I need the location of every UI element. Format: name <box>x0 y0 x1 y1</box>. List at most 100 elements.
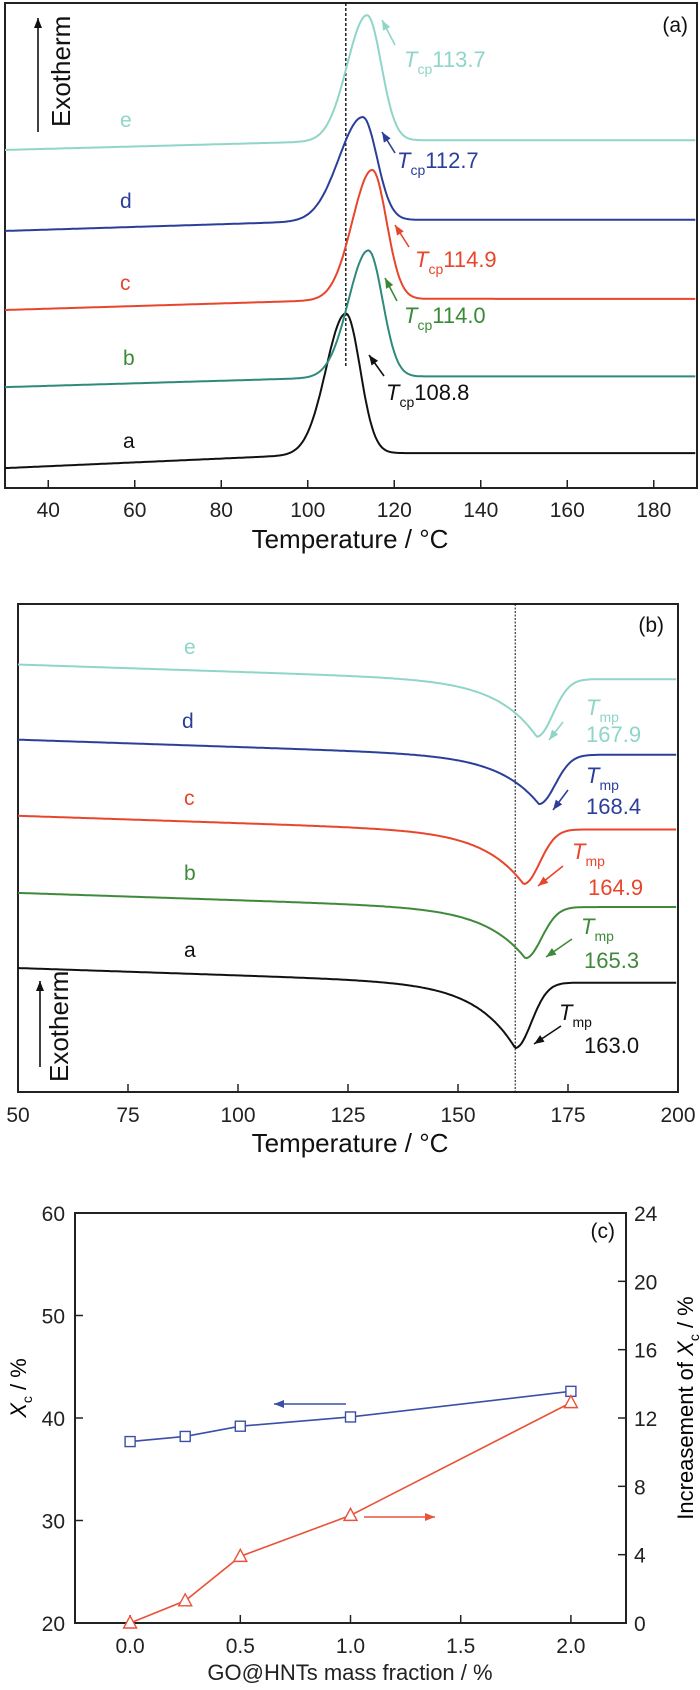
x-tick-label: 0.5 <box>226 1635 255 1658</box>
series-line-a <box>17 967 677 1050</box>
panel-c-crystallinity: 0.0 0.5 1.0 1.5 2.0 20 30 40 50 60 0 4 8 12 16 20 24 GO@H… <box>6 1203 700 1685</box>
y-tick-label-right: 20 <box>634 1271 657 1294</box>
peak-annotation-b-value: 114.0 <box>432 303 485 328</box>
peak-annotation-c-value: 114.9 <box>443 247 496 272</box>
peak-annotation-d-value: 168.4 <box>586 794 641 819</box>
x-tick-label: 150 <box>440 1104 475 1127</box>
sample-label-d: d <box>182 710 194 733</box>
x-axis-title: Temperature / °C <box>252 524 449 554</box>
data-point-square <box>344 1411 357 1423</box>
peak-annotation-e-symbol: T <box>586 695 601 720</box>
series-line-c <box>17 814 677 885</box>
data-point-square <box>179 1430 191 1443</box>
panel-a-dsc-cooling: 40 60 80 100 120 140 160 180 Temperature / °C (a)… <box>4 2 698 554</box>
y-axis-title-subscript: c <box>19 1396 35 1403</box>
x-tick-label: 175 <box>550 1104 585 1127</box>
series-line-e <box>4 14 696 151</box>
peak-annotation-a: Tmp <box>559 1000 592 1030</box>
x-tick-label: 140 <box>463 499 498 522</box>
sample-label-e: e <box>184 636 196 659</box>
peak-annotation-c-subscript: mp <box>585 853 605 869</box>
peak-annotation-a-subscript: cp <box>399 394 414 410</box>
data-point-square <box>234 1420 247 1432</box>
y2-axis-title-symbol: X <box>673 1340 698 1357</box>
x-tick-label: 80 <box>210 499 233 522</box>
series-line-e <box>17 663 677 738</box>
x-tick-label: 200 <box>660 1104 695 1127</box>
peak-annotation-d: Tmp <box>586 763 619 793</box>
x-tick-label: 100 <box>220 1104 255 1127</box>
peak-arrow-e-head <box>549 729 559 740</box>
x-tick-label: 50 <box>6 1104 29 1127</box>
exotherm-label: Exotherm <box>44 971 74 1082</box>
right-axis-indicator-arrow-head <box>425 1513 435 1521</box>
peak-annotation-c-symbol: T <box>572 839 587 864</box>
peak-arrow-b-head <box>385 278 394 289</box>
data-point-square <box>124 1435 136 1448</box>
y-tick-label-left: 40 <box>42 1408 65 1431</box>
peak-annotation-c: Tcp114.9 <box>415 247 497 277</box>
panel-label: (a) <box>662 14 688 37</box>
data-point-triangle <box>122 1614 138 1629</box>
exotherm-arrow-head <box>36 981 44 991</box>
y2-axis-title-prefix: Increasement of <box>673 1356 698 1520</box>
peak-annotation-d-symbol: T <box>586 763 601 788</box>
series-line-b <box>5 249 696 389</box>
exotherm-arrow-head <box>34 18 42 28</box>
y-axis-title-right: Increasement of Xc / % <box>673 1296 700 1519</box>
y-tick-label-right: 12 <box>634 1408 657 1431</box>
x-tick-label: 180 <box>636 499 671 522</box>
y-tick-label-left: 60 <box>42 1203 65 1226</box>
y-tick-label-right: 4 <box>634 1545 646 1568</box>
series-line-a <box>4 312 696 470</box>
x-tick-label: 75 <box>116 1104 139 1127</box>
sample-label-e: e <box>120 109 132 132</box>
peak-annotation-c: Tmp <box>572 839 605 869</box>
peak-annotation-b-subscript: mp <box>594 928 614 944</box>
peak-annotation-e-subscript: mp <box>599 709 619 725</box>
peak-annotation-b-symbol: T <box>404 303 419 328</box>
peak-annotation-e-subscript: cp <box>417 61 432 77</box>
peak-annotation-e-symbol: T <box>404 47 419 72</box>
y2-axis-title-unit: / % <box>673 1296 698 1334</box>
x-axis-title: GO@HNTs mass fraction / % <box>207 1660 492 1685</box>
peak-arrow-d-head <box>382 132 391 143</box>
peak-annotation-b: Tmp <box>581 914 614 944</box>
peak-annotation-d-value: 112.7 <box>425 148 478 173</box>
sample-label-b: b <box>184 862 196 885</box>
data-point-triangle <box>232 1547 248 1563</box>
sample-label-c: c <box>120 272 131 295</box>
peak-annotation-c-symbol: T <box>415 247 430 272</box>
x-tick-label: 2.0 <box>556 1635 585 1658</box>
y-axis-title-unit: / % <box>6 1358 31 1396</box>
y-tick-label-right: 0 <box>634 1613 646 1636</box>
y-tick-label-right: 8 <box>634 1476 646 1499</box>
peak-annotation-e-value: 167.9 <box>586 722 641 747</box>
y-axis-title-left: Xc / % <box>6 1358 35 1419</box>
y-axis-title-symbol: X <box>6 1402 31 1419</box>
series-line-d <box>5 115 696 232</box>
x-tick-label: 0.0 <box>115 1635 144 1658</box>
data-point-triangle <box>342 1506 359 1522</box>
x-tick-label: 1.0 <box>336 1635 365 1658</box>
x-tick-label: 40 <box>37 499 60 522</box>
peak-arrow-d-head <box>553 799 563 810</box>
peak-annotation-b: Tcp114.0 <box>404 303 486 333</box>
peak-annotation-d-subscript: cp <box>410 162 425 178</box>
panel-b-dsc-heating: 50 75 100 125 150 175 200 Temperature / °C (b) a T… <box>6 603 696 1158</box>
sample-label-b: b <box>123 347 135 370</box>
sample-label-d: d <box>120 190 132 213</box>
peak-annotation-a-value: 108.8 <box>414 380 469 405</box>
peak-annotation-e-value: 113.7 <box>432 47 485 72</box>
panel-label: (b) <box>638 614 664 637</box>
peak-arrow-a-head <box>534 1035 545 1044</box>
peak-arrow-b-head <box>546 948 557 957</box>
x-axis-title: Temperature / °C <box>252 1128 449 1158</box>
y-tick-label-right: 16 <box>634 1340 657 1363</box>
x-tick-label: 100 <box>290 499 325 522</box>
series-line-d <box>18 738 677 806</box>
peak-annotation-a-symbol: T <box>559 1000 574 1025</box>
peak-arrow-c-head <box>395 225 404 236</box>
data-point-triangle <box>177 1592 193 1607</box>
